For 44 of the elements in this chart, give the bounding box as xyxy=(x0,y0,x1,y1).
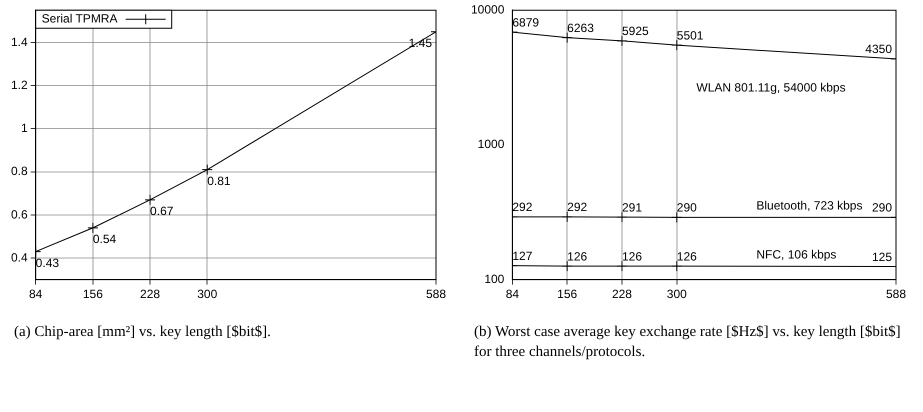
text: (a) Chip-area [mm²] vs. key length [$bit$]. xyxy=(14,323,272,342)
data-label: 291 xyxy=(622,200,642,214)
y-tick-label: 0.8 xyxy=(10,164,28,178)
text: (b) Worst case average key exchange rate [$Hz$] vs. key length [$bit$] for three channels/protocols. xyxy=(474,323,902,362)
x-tick-label: 588 xyxy=(886,287,906,302)
y-tick-label: 100 xyxy=(484,272,505,286)
x-tick-label: 588 xyxy=(426,287,446,302)
series-label: Bluetooth, 723 kbps xyxy=(756,198,862,213)
data-label: 290 xyxy=(676,200,698,215)
data-label: 126 xyxy=(676,249,698,264)
x-tick-label: 156 xyxy=(557,287,578,302)
data-label: 0.81 xyxy=(207,174,231,188)
text: WLAN 801.11g, 54000 kbps xyxy=(696,80,846,94)
data-label: 4350 xyxy=(865,42,892,56)
data-label: 0.54 xyxy=(92,232,117,246)
data-label: 127 xyxy=(512,248,533,263)
y-tick-label: 0.4 xyxy=(10,250,28,264)
x-tick-label: 156 xyxy=(82,287,104,302)
x-tick-label: 228 xyxy=(612,287,632,302)
data-label: 6263 xyxy=(567,20,594,35)
y-tick-label: 10000 xyxy=(470,2,505,17)
x-tick-label: 300 xyxy=(197,287,218,302)
data-label: 5925 xyxy=(622,24,649,38)
series-label: NFC, 106 kbps xyxy=(756,248,836,262)
data-label: 5501 xyxy=(676,28,704,42)
y-tick-label: 1 xyxy=(20,121,28,136)
y-tick-label: 1.4 xyxy=(10,34,28,49)
x-tick-label: 300 xyxy=(666,287,688,302)
data-label: 290 xyxy=(872,200,892,215)
y-tick-label: 0.6 xyxy=(10,207,28,222)
data-label: 6879 xyxy=(512,15,540,30)
data-label: 0.67 xyxy=(150,204,174,218)
x-tick-label: 84 xyxy=(29,287,43,302)
data-label: 126 xyxy=(622,249,642,264)
legend-label: Serial TPMRA xyxy=(42,12,118,26)
data-label: 292 xyxy=(567,200,588,214)
y-tick-label: 1.2 xyxy=(10,78,28,92)
x-tick-label: 84 xyxy=(506,287,520,302)
data-label: 126 xyxy=(567,249,588,264)
data-label: 0.43 xyxy=(36,256,60,270)
data-label: 292 xyxy=(512,200,533,214)
data-label: 125 xyxy=(872,250,892,264)
x-tick-label: 228 xyxy=(140,287,160,302)
y-tick-label: 1000 xyxy=(478,137,505,152)
